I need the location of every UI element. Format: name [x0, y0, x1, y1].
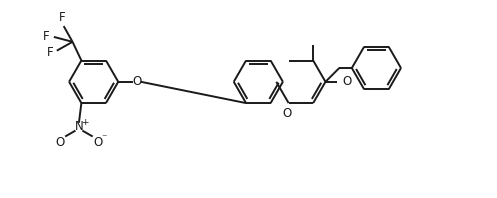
Text: O: O — [282, 107, 291, 120]
Text: O: O — [342, 75, 351, 88]
Text: F: F — [43, 30, 49, 43]
Text: F: F — [47, 46, 53, 59]
Text: O: O — [132, 75, 142, 88]
Text: O: O — [55, 136, 65, 149]
Text: N: N — [75, 120, 83, 133]
Text: ⁻: ⁻ — [102, 133, 107, 143]
Text: F: F — [59, 11, 65, 24]
Text: +: + — [81, 118, 88, 127]
Text: O: O — [93, 136, 103, 149]
